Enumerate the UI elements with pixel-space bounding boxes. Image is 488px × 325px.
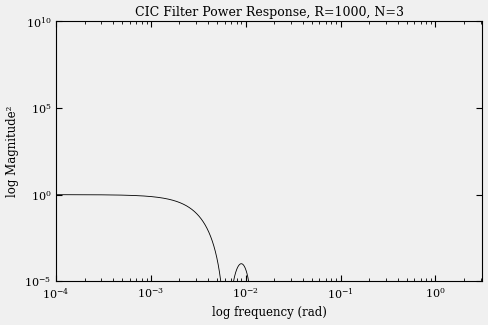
X-axis label: log frequency (rad): log frequency (rad): [212, 306, 326, 319]
Y-axis label: log Magnitude²: log Magnitude²: [5, 106, 19, 197]
Title: CIC Filter Power Response, R=1000, N=3: CIC Filter Power Response, R=1000, N=3: [135, 6, 404, 19]
